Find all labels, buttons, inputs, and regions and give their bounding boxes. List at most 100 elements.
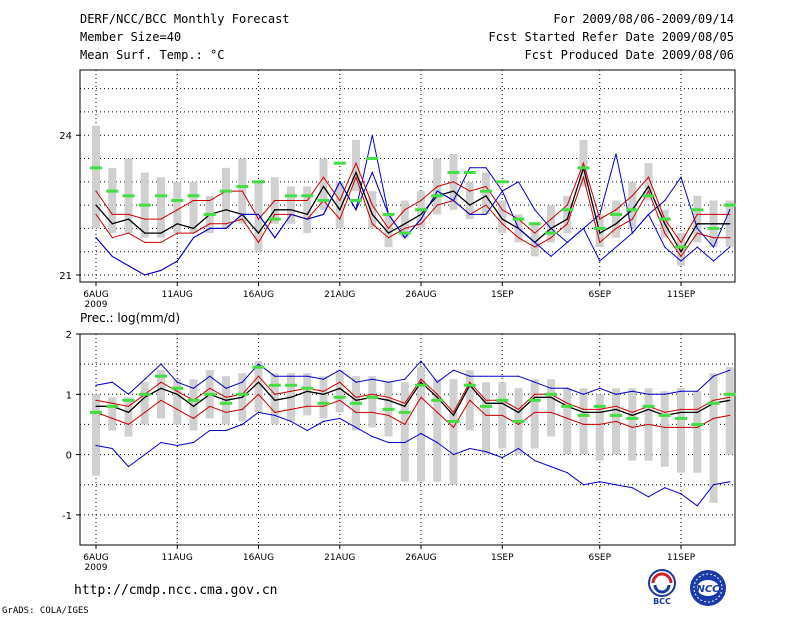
series-upper-point bbox=[631, 195, 633, 197]
series-mean-line bbox=[96, 381, 730, 417]
series-min-point bbox=[664, 246, 666, 248]
series-max-point bbox=[534, 209, 536, 211]
series-mean-point bbox=[582, 411, 585, 413]
series-upper-point bbox=[274, 199, 276, 202]
spread-box bbox=[335, 181, 344, 229]
series-max-point bbox=[111, 381, 113, 383]
series-upper-point bbox=[144, 218, 146, 220]
series-upper-point bbox=[127, 213, 130, 216]
series-mean-point bbox=[176, 393, 178, 395]
series-lower-point bbox=[599, 423, 601, 426]
series-max-point bbox=[517, 375, 520, 377]
observed-marker bbox=[285, 383, 297, 387]
series-max-point bbox=[729, 369, 731, 371]
observed-marker bbox=[106, 189, 119, 193]
series-lower-point bbox=[436, 204, 438, 206]
observed-marker bbox=[528, 222, 541, 226]
spread-box bbox=[660, 391, 669, 467]
series-min-point bbox=[534, 460, 536, 462]
series-max-point bbox=[209, 375, 211, 377]
series-lower-point bbox=[469, 399, 471, 401]
series-min-point bbox=[550, 466, 552, 468]
x-tick-year: 2009 bbox=[85, 563, 108, 573]
series-max-point bbox=[322, 378, 325, 380]
spread-box bbox=[417, 367, 425, 482]
observed-marker bbox=[577, 413, 590, 417]
observed-marker bbox=[220, 189, 232, 193]
series-min-point bbox=[729, 246, 731, 248]
series-min-point bbox=[452, 453, 455, 456]
spread-box bbox=[725, 367, 734, 455]
spread-box bbox=[482, 172, 490, 215]
series-lower-point bbox=[387, 414, 390, 416]
series-lower-point bbox=[615, 227, 617, 230]
series-min-point bbox=[599, 260, 601, 262]
series-mean-point bbox=[647, 185, 650, 188]
observed-marker bbox=[626, 416, 639, 420]
series-max-point bbox=[550, 387, 552, 389]
series-lower-point bbox=[582, 423, 585, 426]
y-tick-label: 0 bbox=[66, 451, 72, 462]
spread-box bbox=[352, 139, 360, 192]
observed-marker bbox=[691, 208, 704, 212]
x-tick-label: 26AUG bbox=[405, 290, 436, 300]
x-tick-label: 16AUG bbox=[243, 290, 274, 300]
spread-box bbox=[157, 370, 165, 419]
series-upper-point bbox=[257, 218, 260, 220]
series-lower-point bbox=[355, 176, 357, 178]
series-lower-point bbox=[631, 426, 633, 429]
observed-marker bbox=[350, 401, 362, 405]
series-min-point bbox=[517, 227, 520, 230]
series-max-point bbox=[127, 393, 130, 395]
source-url[interactable]: http://cmdp.ncc.cma.gov.cn bbox=[74, 583, 278, 598]
spread-box bbox=[368, 191, 377, 229]
series-lower-point bbox=[355, 411, 357, 413]
series-lower-point bbox=[241, 408, 243, 410]
series-min-point bbox=[680, 493, 682, 495]
series-upper-point bbox=[290, 199, 292, 202]
series-upper-point bbox=[306, 199, 308, 202]
spread-box bbox=[595, 394, 604, 461]
series-min-point bbox=[647, 496, 650, 498]
series-upper-line bbox=[95, 161, 730, 244]
series-min-point bbox=[355, 426, 357, 429]
observed-marker bbox=[268, 383, 281, 387]
series-mean-point bbox=[306, 213, 308, 216]
series-upper-point bbox=[452, 411, 455, 413]
series-max-point bbox=[696, 227, 698, 230]
x-tick-label: 16AUG bbox=[243, 553, 274, 563]
series-lower-point bbox=[550, 237, 552, 239]
series-upper-point bbox=[712, 213, 715, 216]
series-upper-point bbox=[404, 402, 406, 404]
observed-marker bbox=[317, 198, 330, 202]
series-max-point bbox=[712, 375, 715, 377]
observed-marker bbox=[675, 245, 687, 249]
series-min-point bbox=[485, 213, 487, 216]
series-mean-point bbox=[355, 171, 357, 174]
series-lower-point bbox=[241, 218, 243, 220]
series-upper-point bbox=[420, 378, 422, 380]
series-lower-point bbox=[371, 411, 373, 413]
observed-marker bbox=[138, 203, 151, 207]
spread-box bbox=[173, 379, 182, 425]
y-tick-label: 21 bbox=[59, 271, 72, 282]
series-max-point bbox=[615, 153, 617, 155]
spread-box bbox=[449, 379, 458, 485]
chart-title: DERF/NCC/BCC Monthly Forecast bbox=[80, 12, 290, 26]
fcst-produced-date: Fcst Produced Date 2009/08/06 bbox=[524, 48, 734, 62]
spread-box bbox=[287, 186, 295, 224]
observed-marker bbox=[171, 386, 184, 390]
series-upper-point bbox=[290, 390, 292, 392]
ncc-logo: NCC bbox=[690, 570, 726, 606]
series-lower-point bbox=[680, 255, 682, 257]
observed-marker bbox=[415, 208, 427, 212]
series-max-point bbox=[355, 381, 357, 383]
series-min-point bbox=[420, 218, 422, 220]
series-lower-point bbox=[566, 417, 568, 419]
observed-marker bbox=[398, 410, 411, 414]
series-min-point bbox=[225, 227, 227, 230]
observed-marker bbox=[382, 407, 395, 411]
spread-box bbox=[677, 388, 685, 473]
spread-box bbox=[693, 391, 702, 473]
series-mean-point bbox=[144, 396, 146, 398]
